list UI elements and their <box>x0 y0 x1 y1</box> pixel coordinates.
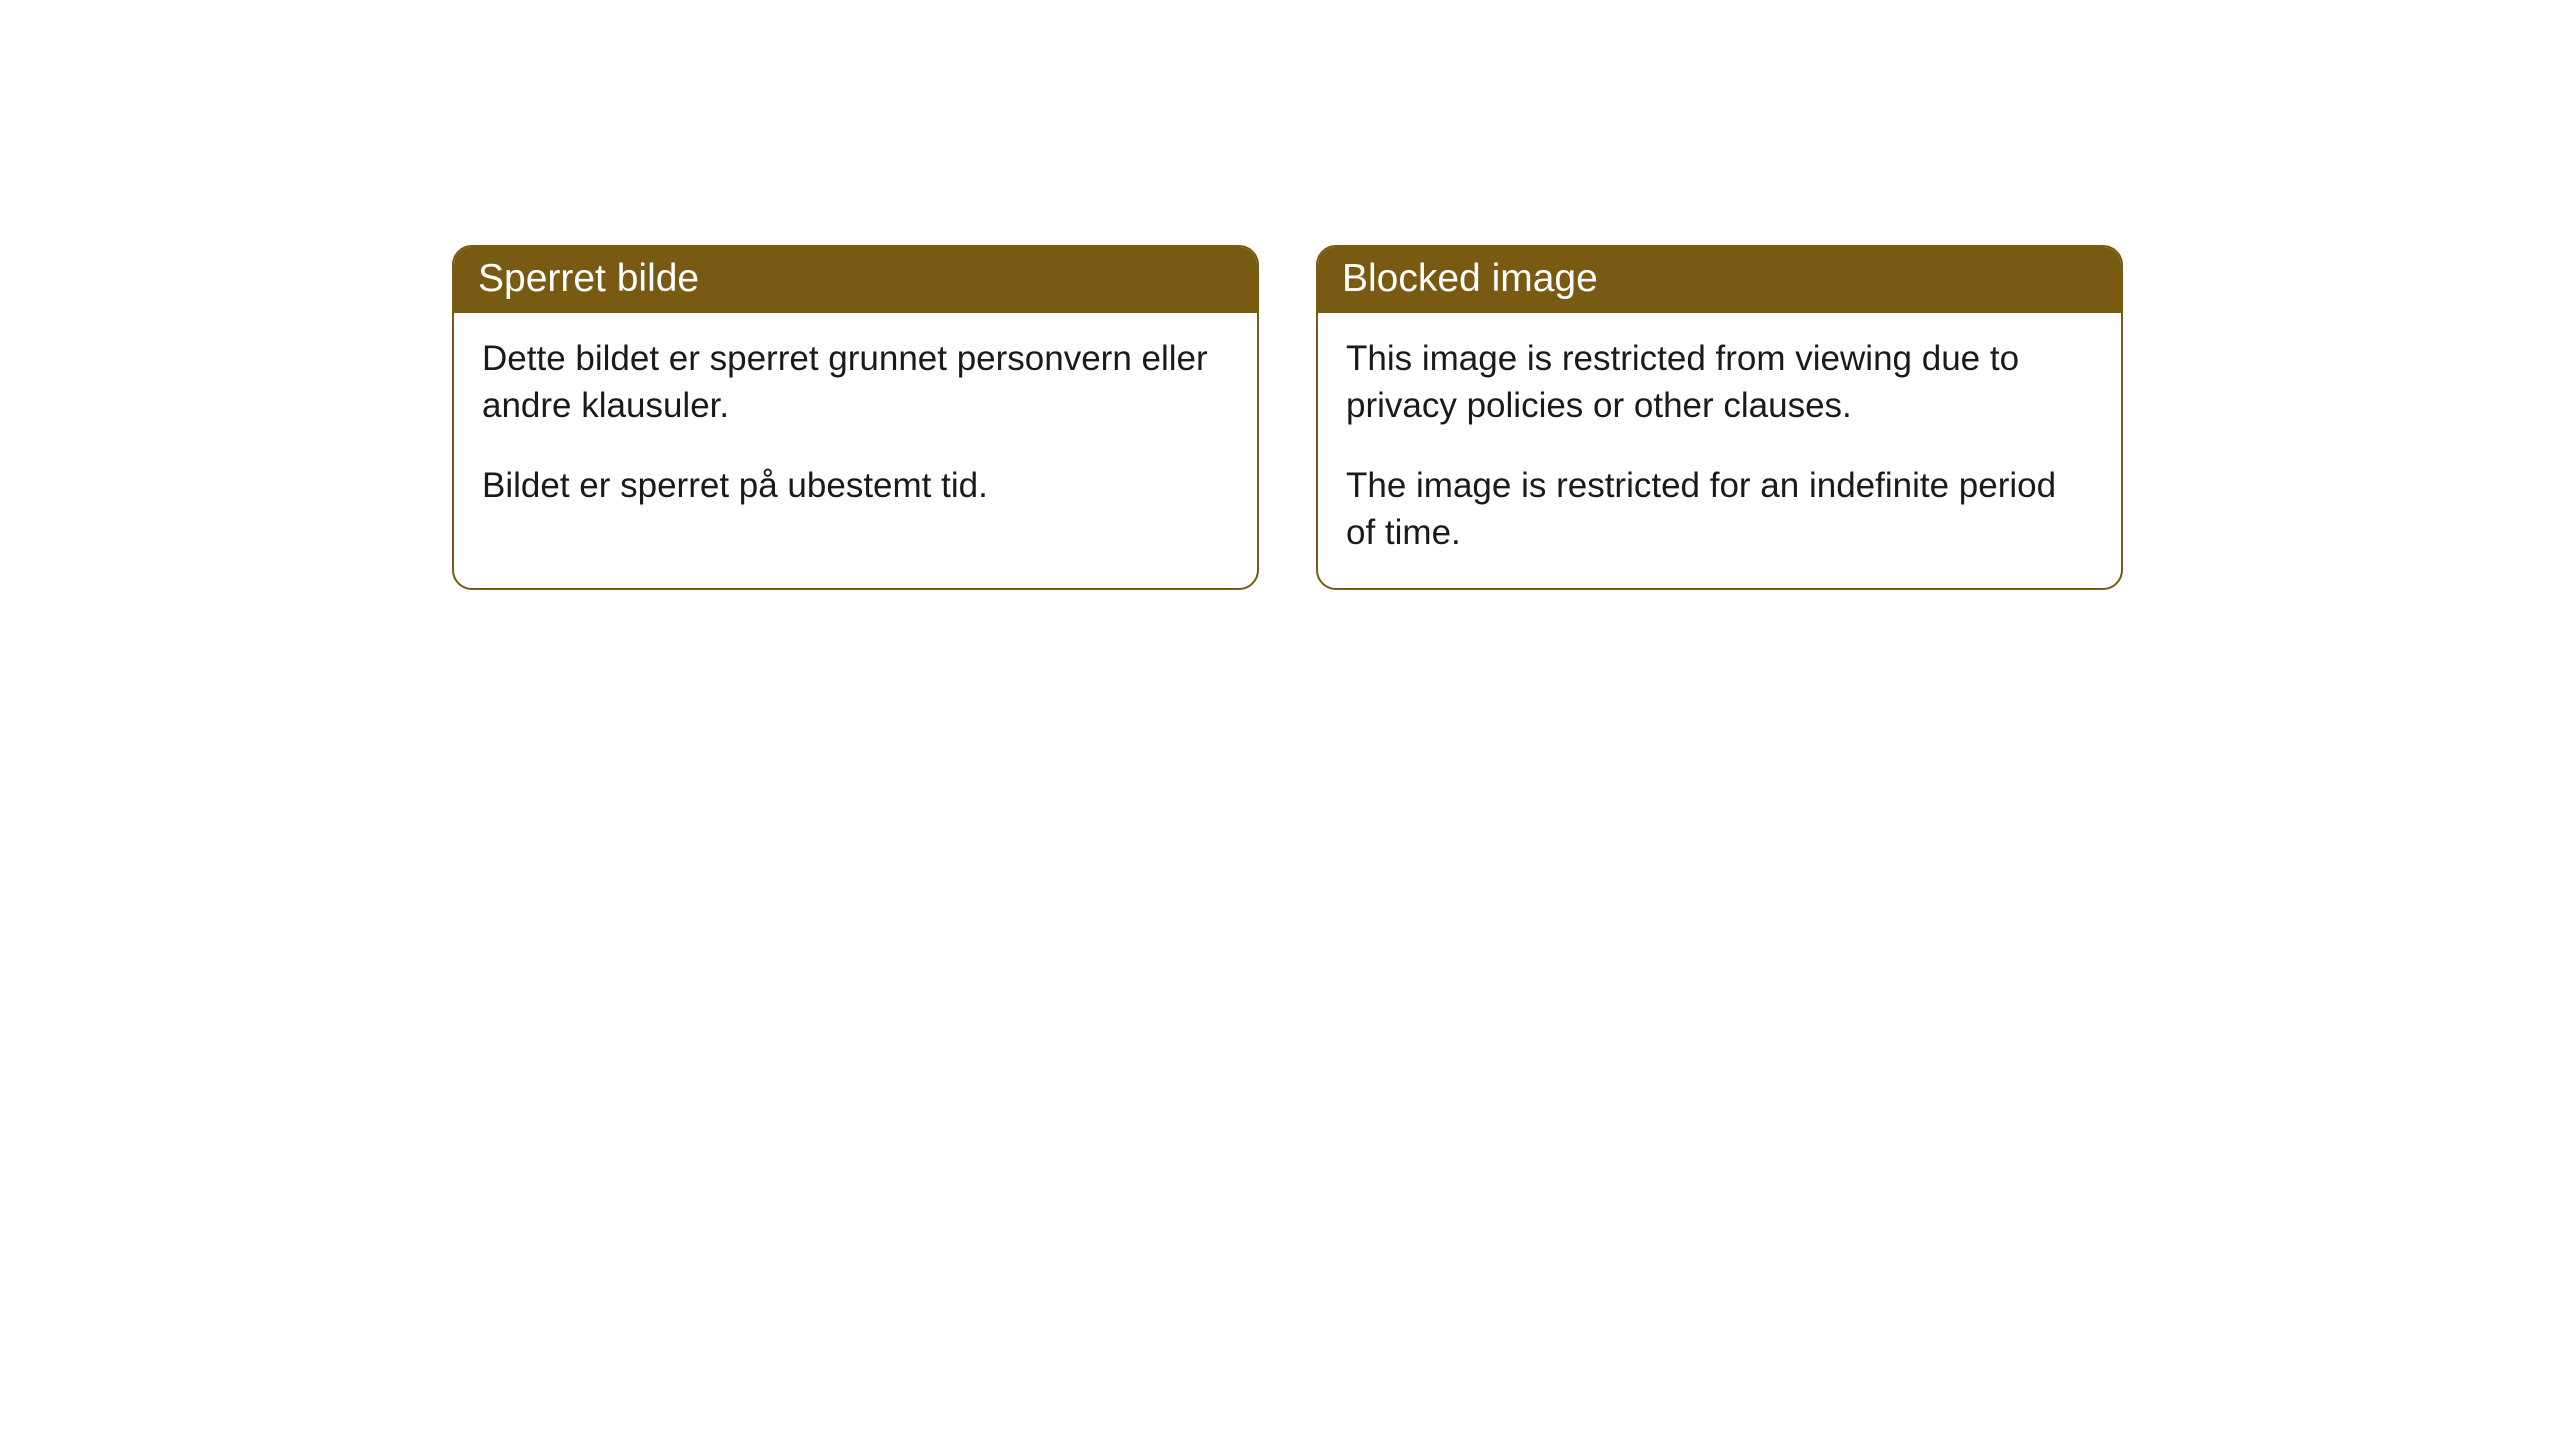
notice-paragraph-2: The image is restricted for an indefinit… <box>1346 462 2093 557</box>
notice-container: Sperret bilde Dette bildet er sperret gr… <box>0 0 2560 590</box>
notice-body: This image is restricted from viewing du… <box>1318 313 2121 588</box>
notice-paragraph-1: This image is restricted from viewing du… <box>1346 335 2093 430</box>
notice-paragraph-1: Dette bildet er sperret grunnet personve… <box>482 335 1229 430</box>
notice-paragraph-2: Bildet er sperret på ubestemt tid. <box>482 462 1229 509</box>
notice-card-norwegian: Sperret bilde Dette bildet er sperret gr… <box>452 245 1259 590</box>
notice-card-english: Blocked image This image is restricted f… <box>1316 245 2123 590</box>
notice-header: Blocked image <box>1318 247 2121 313</box>
notice-header: Sperret bilde <box>454 247 1257 313</box>
notice-body: Dette bildet er sperret grunnet personve… <box>454 313 1257 541</box>
